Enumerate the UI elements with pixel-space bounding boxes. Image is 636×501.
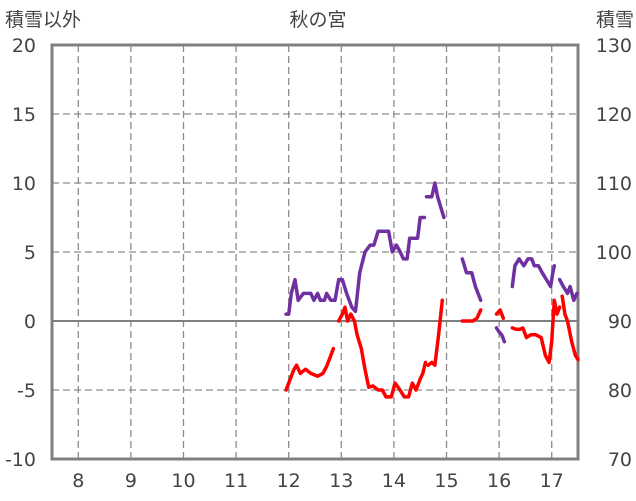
right-tick-label: 70 <box>608 449 632 471</box>
right-tick-label: 90 <box>608 311 632 333</box>
series-0-line-segment-5 <box>557 277 579 303</box>
x-tick-label: 17 <box>540 470 564 492</box>
right-tick-label: 100 <box>596 242 632 264</box>
series-0-line-segment-2 <box>460 257 483 303</box>
right-tick-label: 80 <box>608 380 632 402</box>
x-tick-label: 8 <box>72 470 84 492</box>
x-tick-label: 15 <box>434 470 458 492</box>
plot-frame <box>50 43 580 461</box>
series-0-line-segment-0 <box>284 215 427 316</box>
series-0-line-segment-4 <box>510 257 557 289</box>
left-tick-label: 5 <box>24 242 36 264</box>
series-1-line-segment-0 <box>284 346 336 392</box>
left-tick-label: -10 <box>5 449 36 471</box>
left-tick-label: 15 <box>12 104 36 126</box>
series-group <box>284 181 580 399</box>
right-tick-label: 130 <box>596 35 632 57</box>
right-tick-label: 110 <box>596 173 632 195</box>
x-tick-label: 14 <box>382 470 406 492</box>
right-axis-ticks: 130 120 110 100 90 80 70 <box>596 35 632 471</box>
series-1-line-segment-5 <box>510 298 562 365</box>
x-tick-label: 12 <box>277 470 301 492</box>
series-1-line-segment-6 <box>560 294 580 362</box>
x-tick-label: 10 <box>171 470 195 492</box>
series-0-line-segment-1 <box>424 181 446 220</box>
x-tick-label: 9 <box>125 470 137 492</box>
left-tick-label: 0 <box>24 311 36 333</box>
left-tick-label: -5 <box>17 380 36 402</box>
series-1-line-segment-1 <box>336 305 428 399</box>
series-1-line-segment-2 <box>426 298 445 367</box>
x-tick-label: 11 <box>224 470 248 492</box>
x-tick-label: 13 <box>329 470 353 492</box>
left-axis-label: 積雪以外 <box>5 9 81 31</box>
chart-title: 秋の宮 <box>289 9 346 31</box>
series-1-line-segment-4 <box>494 308 506 320</box>
left-tick-label: 10 <box>12 173 36 195</box>
series-1-line-segment-3 <box>460 308 483 323</box>
right-tick-label: 120 <box>596 104 632 126</box>
series-0-line-segment-3 <box>494 326 507 344</box>
left-tick-label: 20 <box>12 35 36 57</box>
x-tick-label: 16 <box>487 470 511 492</box>
right-axis-label: 積雪 <box>596 9 634 31</box>
x-axis-ticks: 8 9 10 11 12 13 14 15 16 17 <box>72 470 564 492</box>
left-axis-ticks: 20 15 10 5 0 -5 -10 <box>5 35 36 471</box>
